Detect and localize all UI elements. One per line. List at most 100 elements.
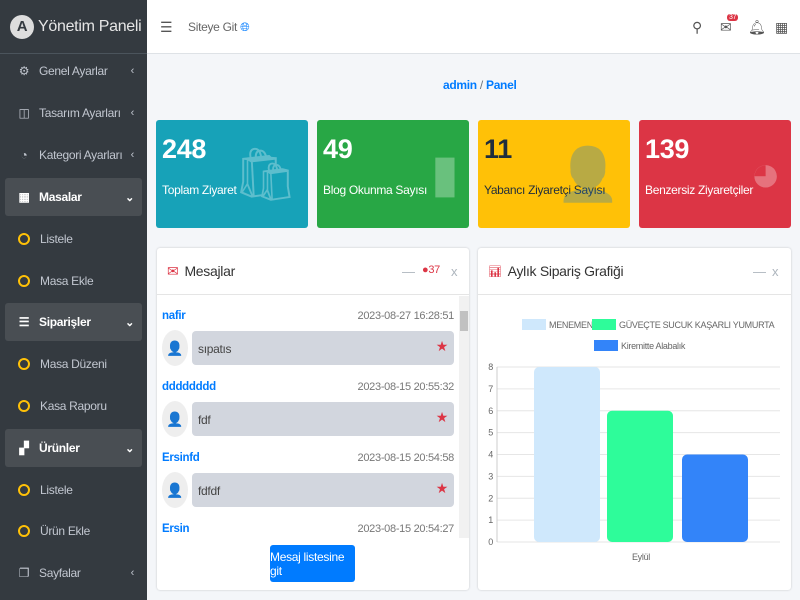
stat-card: 11 Yabancı Ziyaretçi Sayısı 👤	[478, 120, 630, 228]
message-time: 2023-08-27 16:28:51	[357, 310, 455, 322]
message-time: 2023-08-15 20:54:58	[357, 452, 455, 464]
message-list-button[interactable]: Mesaj listesine git	[270, 545, 355, 582]
message-item[interactable]: Ersinfd 2023-08-15 20:54:58 👤 fdfdf ★	[162, 452, 454, 512]
bar-chart-icon: 📊︎	[488, 265, 502, 278]
message-count-label: 37	[428, 264, 440, 276]
stat-icon: 👤	[555, 146, 621, 204]
avatar: 👤	[162, 401, 188, 437]
bar-1[interactable]	[607, 410, 673, 542]
message-text: sıpatıs	[198, 342, 232, 356]
circle-icon	[18, 525, 30, 537]
sidebar-item-0[interactable]: ⚙ Genel Ayarlar ‹	[5, 52, 142, 90]
sidebar-item-label: Ürün Ekle	[40, 524, 90, 538]
minimize-icon[interactable]: —	[753, 264, 766, 279]
columns-icon: ◫	[18, 106, 30, 120]
message-item[interactable]: dddddddd 2023-08-15 20:55:32 👤 fdf ★	[162, 381, 454, 441]
close-icon[interactable]: x	[772, 264, 779, 279]
sidebar-item-5[interactable]: Masa Ekle	[5, 262, 142, 300]
sidebar: A Yönetim Paneli ⚙ Genel Ayarlar ‹ ◫ Tasarım …	[0, 0, 147, 600]
avatar: 👤	[162, 472, 188, 508]
star-icon[interactable]: ★	[435, 338, 449, 354]
messages-title: Mesajlar	[184, 263, 235, 279]
brand[interactable]: A Yönetim Paneli	[0, 0, 147, 54]
table-icon: ▦	[18, 190, 30, 204]
avatar: 👤	[162, 330, 188, 366]
sidebar-item-label: Kasa Raporu	[40, 399, 107, 413]
message-item[interactable]: nafir 2023-08-27 16:28:51 👤 sıpatıs ★	[162, 310, 454, 370]
chevron-icon: ‹	[130, 65, 135, 77]
sidebar-item-label: Kategori Ayarları	[39, 148, 123, 162]
circle-icon	[18, 358, 30, 370]
legend-swatch	[594, 340, 618, 351]
sidebar-item-label: Genel Ayarlar	[39, 64, 108, 78]
sidebar-item-10[interactable]: Listele	[5, 471, 142, 509]
legend-label: Kiremitte Alabalık	[621, 341, 686, 351]
search-icon[interactable]: ⚲	[692, 19, 702, 35]
sidebar-item-label: Masalar	[39, 190, 82, 204]
stat-label: Benzersiz Ziyaretçiler	[645, 183, 754, 197]
message-user[interactable]: dddddddd	[162, 381, 216, 393]
bar-2[interactable]	[682, 454, 748, 543]
messages-panel: ✉ Mesajlar — ●37 x nafir 2023-08-27 16:28:…	[157, 248, 469, 590]
chevron-icon: ⌄	[125, 191, 134, 204]
chevron-icon: ⌄	[125, 316, 134, 329]
apps-icon[interactable]: ▦	[775, 19, 788, 35]
topbar: ☰ Siteye Git 🌐︎ ⚲ ✉ 37 🔔︎ ▦	[147, 0, 800, 54]
sidebar-item-11[interactable]: Ürün Ekle	[5, 512, 142, 550]
message-bubble: fdf ★	[192, 402, 454, 436]
circle-icon	[18, 233, 30, 245]
chevron-icon: ‹	[130, 149, 135, 161]
bell-icon[interactable]: 🔔︎	[748, 19, 766, 35]
message-count[interactable]: ●37	[422, 264, 440, 276]
star-icon[interactable]: ★	[435, 409, 449, 425]
legend-label: MENEMEN	[549, 320, 593, 330]
sidebar-item-2[interactable]: ◔ Kategori Ayarları ‹	[5, 136, 142, 174]
message-bubble: fdfdf ★	[192, 473, 454, 507]
brand-logo: A	[10, 14, 34, 39]
stat-value: 11	[484, 134, 512, 164]
message-user[interactable]: Ersinfd	[162, 452, 200, 464]
sidebar-item-3[interactable]: ▦ Masalar ⌄	[5, 178, 142, 216]
minimize-icon[interactable]: —	[402, 264, 415, 279]
message-list: nafir 2023-08-27 16:28:51 👤 sıpatıs ★ ddddddd…	[157, 296, 469, 538]
cubes-icon: ▞	[19, 441, 29, 455]
sidebar-item-label: Sayfalar	[39, 566, 81, 580]
site-link[interactable]: Siteye Git 🌐︎	[188, 20, 250, 35]
sidebar-item-6[interactable]: ☰ Siparişler ⌄	[5, 303, 142, 341]
hamburger-icon[interactable]: ☰	[160, 19, 173, 35]
sidebar-item-1[interactable]: ◫ Tasarım Ayarları ‹	[5, 94, 142, 132]
chevron-icon: ⌄	[125, 442, 134, 455]
stat-label: Blog Okunma Sayısı	[323, 183, 427, 197]
sidebar-item-9[interactable]: ▞ Ürünler ⌄	[5, 429, 142, 467]
message-time: 2023-08-15 20:55:32	[357, 381, 455, 393]
chart-title: Aylık Sipariş Grafiği	[507, 263, 624, 279]
chart-panel: 📊︎ Aylık Sipariş Grafiği — x 0 1 2 3 4 5 6 7 8 MEN…	[478, 248, 791, 590]
gears-icon: ⚙	[18, 64, 30, 78]
star-icon[interactable]: ★	[435, 480, 449, 496]
sidebar-item-12[interactable]: ❐ Sayfalar ‹	[5, 554, 142, 592]
sidebar-item-4[interactable]: Listele	[5, 220, 142, 258]
circle-icon	[18, 275, 30, 287]
breadcrumb-sep: /	[479, 78, 483, 92]
sidebar-item-label: Listele	[40, 232, 73, 246]
stat-label: Yabancı Ziyaretçi Sayısı	[484, 183, 606, 197]
stat-label: Toplam Ziyaret	[162, 183, 237, 197]
breadcrumb-home[interactable]: admin	[443, 78, 477, 92]
message-user[interactable]: Ersin	[162, 523, 190, 535]
sidebar-item-7[interactable]: Masa Düzeni	[5, 345, 142, 383]
mail-badge: 37	[727, 14, 739, 21]
legend-swatch	[592, 319, 616, 330]
bar-0[interactable]	[534, 367, 600, 542]
chevron-icon: ‹	[130, 107, 135, 119]
breadcrumb: admin / Panel	[443, 78, 517, 92]
legend-swatch	[522, 319, 546, 330]
sidebar-item-8[interactable]: Kasa Raporu	[5, 387, 142, 425]
x-tick-label: Eylül	[632, 552, 650, 562]
scrollbar[interactable]	[459, 296, 469, 538]
message-user[interactable]: nafir	[162, 310, 186, 322]
legend-label: GÜVEÇTE SUCUK KAŞARLI YUMURTA	[619, 320, 775, 330]
stat-value: 248	[162, 134, 207, 164]
envelope-icon[interactable]: ✉ 37	[720, 14, 739, 35]
close-icon[interactable]: x	[451, 264, 458, 279]
